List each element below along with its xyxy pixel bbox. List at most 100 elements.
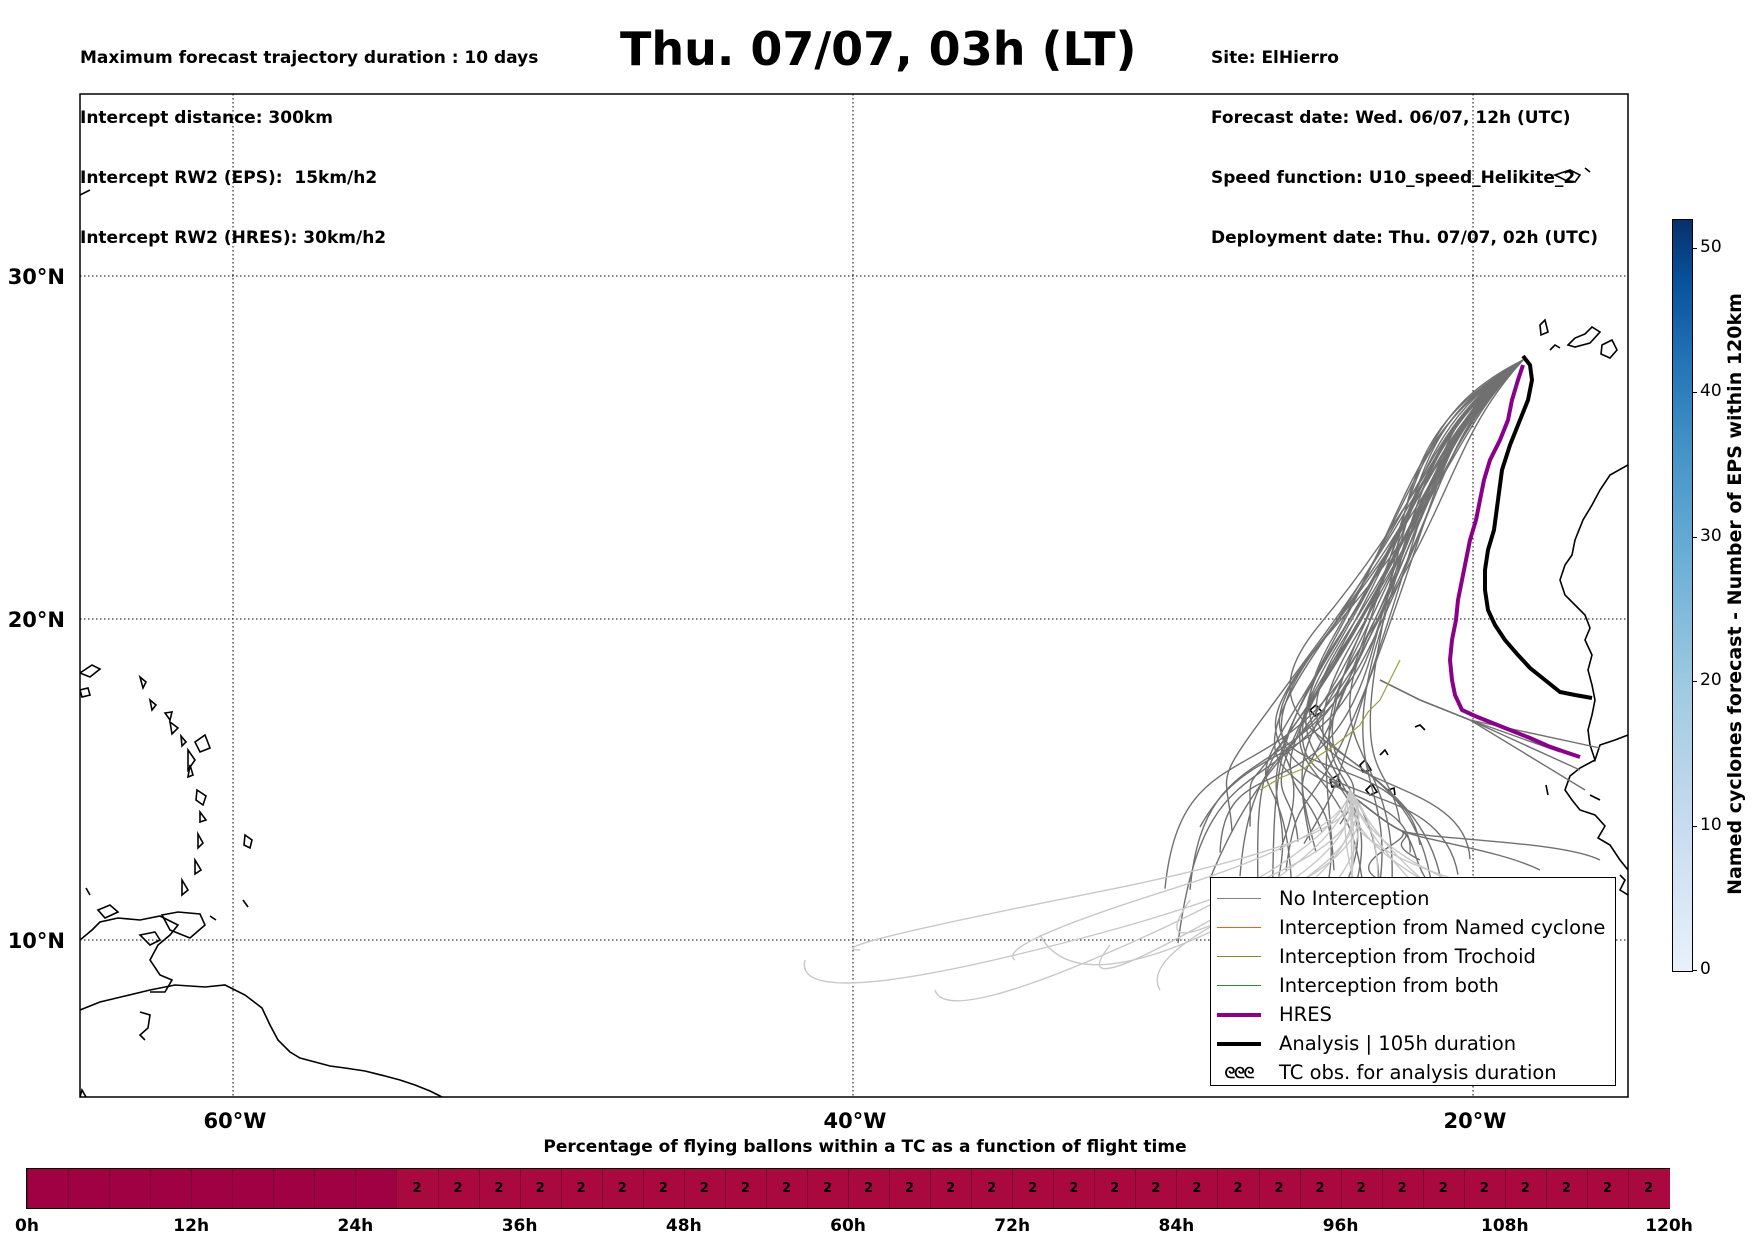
flight-time-cell — [1135, 1169, 1178, 1208]
flight-time-cell-value: 2 — [1274, 1181, 1284, 1196]
map-legend: No Interception Interception from Named … — [1210, 877, 1616, 1086]
lat-label: 10°N — [8, 929, 65, 953]
flight-time-cell-value: 2 — [1397, 1181, 1407, 1196]
hres-trajectory — [1447, 364, 1581, 759]
flight-time-cell-value: 2 — [822, 1181, 832, 1196]
flight-time-cell — [1217, 1169, 1260, 1208]
analysis-trajectory — [1483, 354, 1593, 700]
legend-item: HRES — [1211, 1000, 1615, 1029]
legend-item: ᘓᘓᘓ TC obs. for analysis duration — [1211, 1058, 1615, 1087]
colorbar-tick-label: 40 — [1700, 381, 1722, 402]
map-frame — [79, 93, 1629, 1098]
flight-time-cell — [232, 1169, 274, 1208]
flight-time-tick: 120h — [1645, 1216, 1693, 1236]
colorbar-tick-label: 0 — [1700, 959, 1711, 979]
no-interception-trajectory — [1177, 359, 1524, 944]
legend-swatch — [1217, 1012, 1261, 1017]
flight-time-cell — [1012, 1169, 1055, 1208]
no-interception-trajectory — [1256, 359, 1524, 890]
flight-time-cell — [314, 1169, 356, 1208]
lon-label: 20°W — [1444, 1109, 1507, 1133]
site-line: Speed function: U10_speed_Helikite_2 — [1211, 168, 1576, 188]
no-interception-trajectory — [1305, 359, 1524, 880]
lat-label: 30°N — [8, 265, 65, 289]
flight-time-cell-value: 2 — [987, 1181, 997, 1196]
flight-time-cell — [396, 1169, 439, 1208]
flight-time-cell — [1586, 1169, 1629, 1208]
flight-time-cell — [806, 1169, 849, 1208]
flight-time-cell — [601, 1169, 644, 1208]
colorbar-tick — [1692, 681, 1697, 683]
param-line: Maximum forecast trajectory duration : 1… — [80, 48, 539, 68]
flight-time-cell — [519, 1169, 562, 1208]
legend-swatch — [1217, 956, 1261, 957]
flight-time-cell — [1504, 1169, 1547, 1208]
flight-time-cell — [437, 1169, 480, 1208]
flight-time-cell-value: 2 — [1643, 1181, 1653, 1196]
long-range-trajectory — [852, 789, 1354, 951]
legend-swatch — [1217, 898, 1261, 899]
param-line: Intercept distance: 300km — [80, 108, 333, 128]
flight-time-cell-value: 2 — [453, 1181, 463, 1196]
flight-time-cell — [1627, 1169, 1670, 1208]
legend-label: Analysis | 105h duration — [1279, 1032, 1517, 1055]
site-line: Site: ElHierro — [1211, 48, 1339, 68]
flight-time-cell-value: 2 — [905, 1181, 915, 1196]
flight-time-cell-value: 2 — [1233, 1181, 1243, 1196]
no-interception-trajectory — [1315, 359, 1524, 888]
long-range-trajectory — [1098, 789, 1351, 970]
no-interception-trajectory — [1289, 359, 1524, 833]
flight-time-cell — [1422, 1169, 1465, 1208]
flight-time-cell — [1545, 1169, 1588, 1208]
flight-time-cell — [355, 1169, 397, 1208]
flight-time-cell — [150, 1169, 192, 1208]
colorbar-tick — [1692, 825, 1697, 827]
legend-swatch — [1217, 927, 1261, 928]
no-interception-trajectory — [1285, 359, 1524, 871]
flight-time-cell-value: 2 — [1479, 1181, 1489, 1196]
flight-time-tick: 84h — [1158, 1216, 1195, 1236]
colorbar-tick-label: 50 — [1700, 236, 1722, 257]
flight-time-cell-value: 2 — [658, 1181, 668, 1196]
flight-time-cell — [1381, 1169, 1424, 1208]
flight-time-cell — [930, 1169, 973, 1208]
flight-time-cell — [1258, 1169, 1301, 1208]
legend-item: Interception from Named cyclone — [1211, 913, 1615, 942]
no-interception-trajectory — [1264, 359, 1524, 925]
legend-label: Interception from Named cyclone — [1279, 916, 1606, 939]
no-interception-trajectory — [1271, 359, 1524, 941]
flight-time-cell — [889, 1169, 932, 1208]
site-line: Forecast date: Wed. 06/07, 12h (UTC) — [1211, 108, 1571, 128]
no-interception-trajectory — [1265, 359, 1524, 903]
colorbar-tick — [1692, 536, 1697, 538]
colorbar-title: Named cyclones forecast - Number of EPS … — [1724, 293, 1746, 895]
flight-time-tick: 72h — [994, 1216, 1031, 1236]
legend-item: No Interception — [1211, 884, 1615, 913]
no-interception-trajectory — [1308, 359, 1524, 860]
flight-time-cell — [1053, 1169, 1096, 1208]
flight-time-cell-value: 2 — [1520, 1181, 1530, 1196]
flight-time-bar-title: Percentage of flying ballons within a TC… — [543, 1137, 1187, 1157]
legend-item: Interception from Trochoid — [1211, 942, 1615, 971]
colorbar-tick-label: 10 — [1700, 814, 1722, 835]
flight-time-cell — [724, 1169, 767, 1208]
no-interception-trajectory — [1328, 359, 1524, 957]
flight-time-tick: 0h — [15, 1216, 39, 1236]
no-interception-trajectory — [1331, 359, 1524, 825]
flight-time-cell — [68, 1169, 110, 1208]
flight-time-cell — [971, 1169, 1014, 1208]
flight-time-tick: 96h — [1322, 1216, 1359, 1236]
map-grid — [80, 94, 1628, 1097]
flight-time-cell — [478, 1169, 521, 1208]
no-interception-trajectory — [1329, 779, 1601, 861]
no-interception-trajectories — [1164, 359, 1601, 957]
no-interception-trajectory — [1301, 359, 1524, 875]
colorbar-tick-label: 20 — [1700, 670, 1722, 691]
legend-label: HRES — [1279, 1003, 1332, 1026]
flight-time-cell-value: 2 — [576, 1181, 586, 1196]
legend-swatch — [1217, 985, 1261, 986]
page-title: Thu. 07/07, 03h (LT) — [620, 22, 1137, 76]
cyclone-symbol-icon: ᘓᘓᘓ — [1224, 1063, 1255, 1082]
colorbar-tick — [1692, 247, 1697, 249]
